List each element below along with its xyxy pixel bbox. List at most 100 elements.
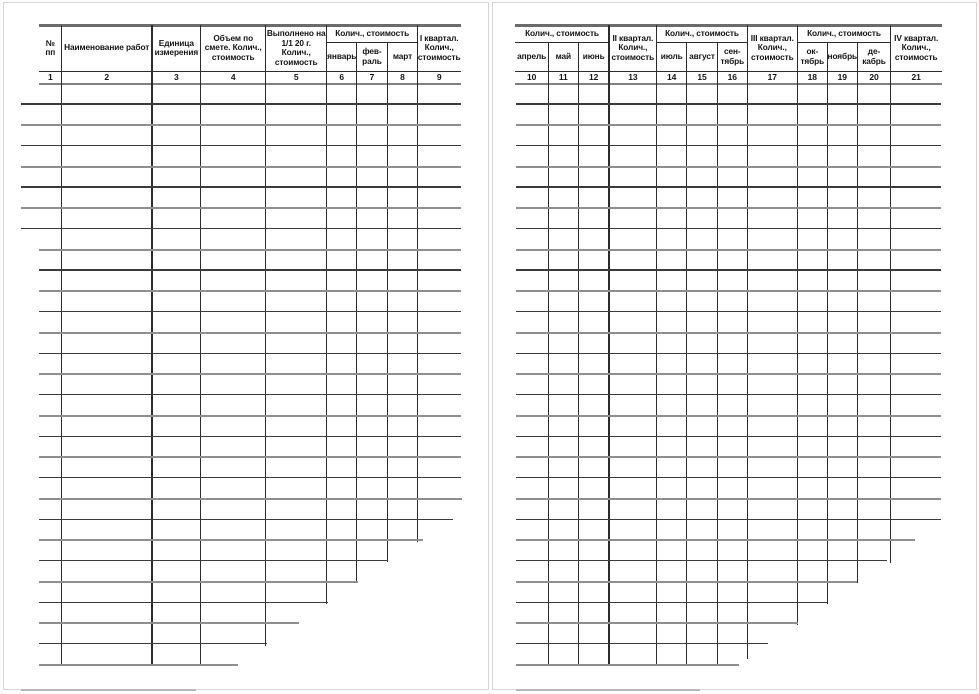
grid-vline	[890, 25, 892, 563]
cutoff-row-line	[516, 688, 700, 691]
column-number: 3	[174, 71, 179, 82]
body-row-line	[516, 580, 857, 583]
body-row-line	[516, 477, 941, 479]
header-cell-label: № пп	[45, 37, 56, 58]
grid-vline	[686, 42, 688, 666]
numbers-row-top-line	[39, 70, 461, 73]
body-row-line	[516, 539, 915, 542]
group-divider-line	[656, 42, 748, 44]
body-row-line	[516, 435, 941, 437]
body-row-line	[516, 601, 829, 603]
header-cell-label: де- кабрь	[862, 46, 886, 67]
body-row-line	[38, 414, 461, 417]
column-number: 4	[230, 71, 236, 82]
page-right	[492, 2, 977, 690]
grid-vline	[151, 25, 153, 666]
group-divider-line	[797, 42, 891, 44]
column-number: 14	[667, 71, 677, 82]
header-cell-label: Выполнено на 1/1 20 г. Колич., стоимость	[266, 27, 326, 67]
header-cell-label: сен- тябрь	[720, 46, 745, 67]
header-cell-label: март	[392, 51, 413, 62]
body-row-line	[38, 290, 461, 293]
grid-vline	[826, 42, 828, 604]
body-row-line	[516, 103, 941, 105]
body-row-line	[38, 456, 461, 459]
column-number: 9	[436, 71, 442, 82]
body-row-line	[20, 227, 461, 230]
body-row-line	[516, 207, 941, 210]
body-row-line	[516, 643, 769, 645]
body-row-line	[516, 622, 798, 625]
body-row-line	[516, 165, 941, 168]
group-header-label: Колич., стоимость	[335, 27, 410, 38]
group-divider-line	[326, 42, 418, 44]
header-cell-label: II квартал. Колич., стоимость	[611, 32, 655, 63]
grid-vline	[547, 42, 549, 666]
group-header-label: Колич., стоимость	[525, 27, 599, 38]
column-number: 5	[293, 71, 299, 82]
grid-vline	[386, 42, 388, 563]
body-row-line	[516, 663, 740, 666]
body-row-line	[38, 518, 454, 520]
body-row-line	[38, 373, 461, 376]
column-number: 19	[837, 71, 847, 82]
column-number: 15	[697, 71, 707, 82]
table-top-border	[515, 24, 942, 27]
body-row-line	[38, 394, 461, 396]
grid-vline	[856, 42, 858, 583]
grid-vline	[656, 25, 658, 666]
column-number: 6	[339, 71, 344, 82]
body-row-line	[516, 560, 887, 562]
body-row-line	[20, 103, 461, 105]
column-number: 20	[869, 71, 879, 82]
grid-vline	[326, 25, 328, 604]
body-row-line	[20, 124, 461, 127]
column-number: 2	[104, 71, 109, 82]
grid-vline	[796, 25, 798, 625]
body-row-line	[38, 539, 423, 542]
group-header-label: Колич., стоимость	[807, 27, 881, 38]
group-divider-line	[515, 42, 609, 44]
body-row-line	[516, 124, 941, 127]
body-row-line	[38, 269, 461, 271]
column-number: 21	[911, 71, 921, 82]
column-number: 18	[807, 71, 817, 82]
body-row-line	[38, 352, 461, 354]
column-number: 16	[727, 71, 737, 82]
header-cell-label: август	[689, 51, 715, 62]
header-cell-label: I квартал. Колич., стоимость	[417, 32, 461, 63]
header-cell-label: Наименование работ	[64, 42, 150, 53]
body-row-line	[38, 435, 461, 437]
grid-vline	[60, 25, 62, 666]
body-row-line	[516, 186, 941, 188]
table-top-border	[39, 24, 461, 27]
header-cell-label: IV квартал. Колич., стоимость	[894, 32, 939, 63]
body-row-line	[38, 580, 359, 583]
header-cell-label: июль	[660, 51, 683, 62]
grid-vline	[200, 25, 202, 666]
grid-vline	[577, 42, 579, 666]
column-number: 10	[527, 71, 537, 82]
column-number: 17	[767, 71, 777, 82]
body-row-line	[38, 497, 462, 500]
body-row-line	[38, 622, 300, 625]
header-cell-label: май	[555, 51, 572, 62]
body-row-line	[38, 331, 461, 334]
header-cell-label: ноябрь	[827, 51, 858, 62]
body-row-line	[38, 601, 329, 603]
body-row-line	[38, 477, 461, 479]
page-left	[3, 2, 489, 690]
header-cell-label: Объем по смете. Колич., стоимость	[204, 32, 262, 63]
body-row-line	[516, 290, 941, 293]
body-row-line	[516, 518, 941, 520]
body-row-line	[516, 269, 941, 271]
body-row-line	[20, 165, 461, 168]
column-number: 13	[628, 71, 638, 82]
body-row-line	[38, 248, 461, 251]
grid-vline	[716, 42, 718, 666]
body-row-line	[516, 311, 941, 313]
header-cell-label: июнь	[582, 51, 605, 62]
body-row-line	[38, 311, 461, 313]
column-number: 7	[369, 71, 375, 82]
